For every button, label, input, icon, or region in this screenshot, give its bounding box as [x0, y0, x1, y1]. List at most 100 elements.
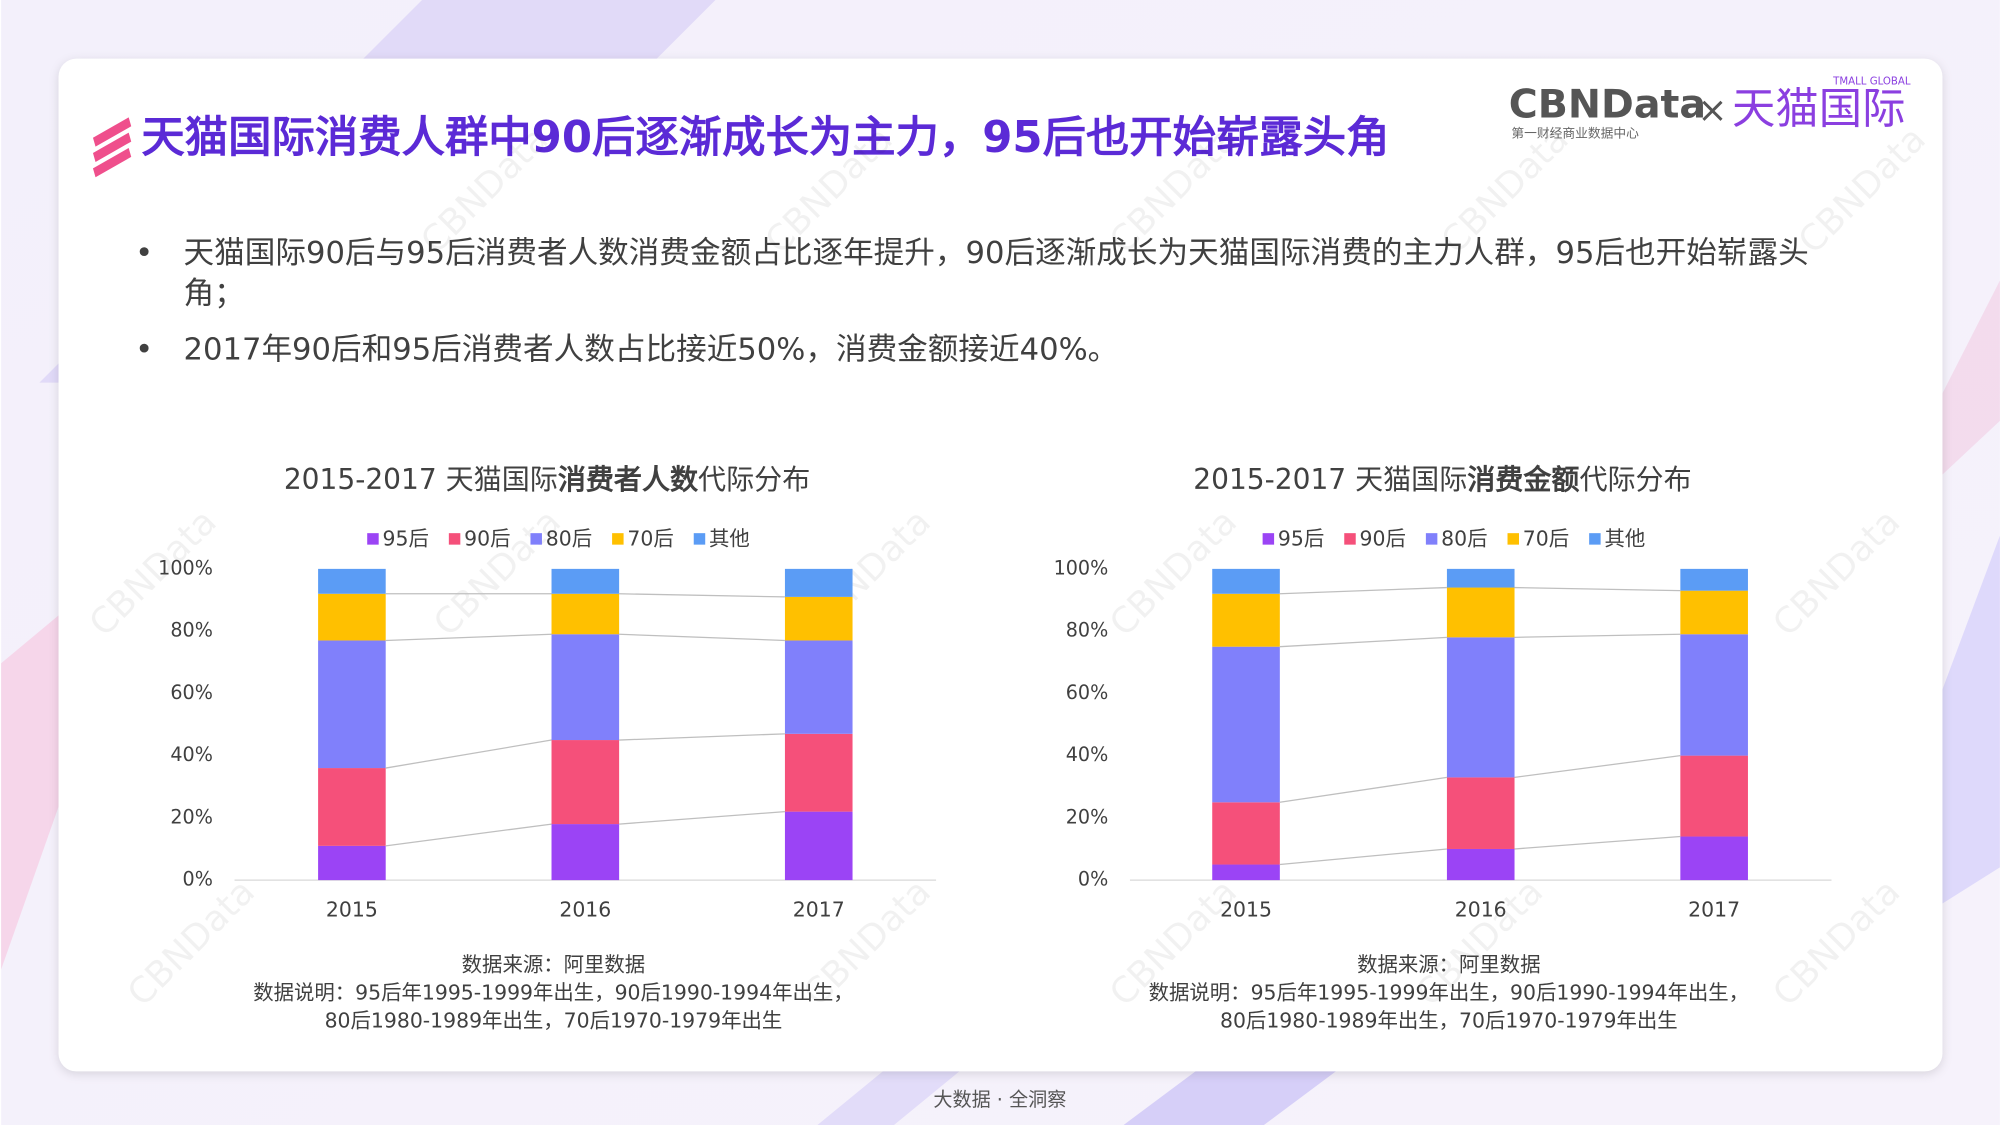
connector — [619, 593, 785, 598]
title-icon — [92, 117, 132, 178]
bar-segment — [1212, 802, 1280, 865]
bar-segment — [784, 811, 853, 881]
footer: 大数据 · 全洞察 — [933, 1088, 1066, 1111]
bullet-text: 2017年90后和95后消费者人数占比接近50%，消费金额接近40%。 — [183, 331, 1119, 368]
bar-segment — [551, 593, 620, 635]
connector — [385, 633, 552, 642]
legend-swatch — [612, 533, 624, 545]
bar-segment — [551, 740, 620, 825]
bullet-list: • 天猫国际90后与95后消费者人数消费金额占比逐年提升，90后逐渐成长为天猫国际… — [135, 232, 1870, 370]
legend-swatch — [693, 533, 706, 545]
connector — [619, 810, 785, 825]
chart-title-part: 2015-2017 天猫国际 — [284, 463, 558, 496]
legend-swatch — [530, 533, 542, 545]
y-tick-label: 20% — [170, 805, 213, 828]
legend-label: 80后 — [546, 527, 592, 551]
chart-note: 80后1980-1989年出生，70后1970-1979年出生 — [1220, 1009, 1678, 1033]
legend-label: 70后 — [627, 527, 673, 551]
chart-note: 数据来源：阿里数据 — [1357, 953, 1541, 977]
chart-title-part: 消费者人数 — [558, 463, 699, 496]
bar-segment — [1680, 590, 1748, 635]
y-tick-label: 100% — [1054, 556, 1109, 579]
legend-label: 95后 — [383, 527, 429, 551]
legend-label: 90后 — [464, 527, 510, 551]
bar-segment — [784, 733, 853, 812]
bar-segment — [318, 640, 386, 769]
bar-segment — [1680, 836, 1748, 881]
logo-brand-sub: 第一财经商业数据中心 — [1511, 126, 1639, 141]
connector — [1514, 586, 1681, 592]
legend-label: 90后 — [1360, 527, 1406, 551]
bar-segment — [318, 768, 386, 846]
bar-segment — [551, 634, 620, 741]
connector — [1514, 633, 1681, 638]
bar-segment — [551, 568, 620, 594]
page-title: 天猫国际消费人群中90后逐渐成长为主力，95后也开始崭露头角 — [141, 113, 1389, 163]
y-tick-label: 0% — [183, 868, 213, 891]
y-tick-label: 40% — [170, 743, 213, 766]
logo: CBNData 第一财经商业数据中心 × 天猫国际 TMALL GLOBAL — [1509, 77, 1911, 142]
legend-swatch — [1262, 533, 1275, 545]
legend-label: 其他 — [709, 527, 750, 551]
chart-title-part: 代际分布 — [1579, 463, 1691, 496]
bar-segment — [551, 824, 620, 881]
legend-swatch — [1507, 533, 1519, 545]
legend-swatch — [1589, 533, 1601, 545]
x-tick-label: 2016 — [1455, 898, 1507, 922]
logo-brand: CBNData — [1509, 82, 1706, 128]
x-tick-label: 2017 — [1688, 898, 1740, 922]
bar-segment — [1212, 568, 1280, 594]
bar-segment — [1446, 568, 1515, 588]
x-tick-label: 2016 — [559, 898, 611, 922]
y-tick-label: 80% — [1066, 619, 1109, 642]
logo-times: × — [1698, 90, 1728, 131]
chart-title: 2015-2017 天猫国际消费者人数代际分布 — [284, 463, 810, 496]
y-tick-label: 40% — [1066, 743, 1109, 766]
y-tick-label: 80% — [170, 619, 213, 642]
bar-segment — [1446, 848, 1515, 881]
legend-label: 80后 — [1441, 527, 1487, 551]
bar-segment — [784, 596, 853, 641]
y-tick-label: 100% — [158, 556, 213, 579]
chart-note: 数据说明：95后年1995-1999年出生，90后1990-1994年出生， — [1149, 981, 1749, 1005]
bar-segment — [1446, 587, 1515, 638]
bar-segment — [1212, 864, 1280, 881]
bar-segment — [318, 845, 386, 881]
connector — [619, 733, 785, 741]
chart-note: 数据来源：阿里数据 — [462, 953, 646, 977]
x-tick-label: 2015 — [1220, 898, 1272, 922]
chart-note: 数据说明：95后年1995-1999年出生，90后1990-1994年出生， — [253, 981, 853, 1005]
legend-swatch — [1344, 533, 1356, 545]
bullet-text: 天猫国际90后与95后消费者人数消费金额占比逐年提升，90后逐渐成长为天猫国际消… — [183, 234, 1809, 312]
connector — [385, 739, 552, 769]
legend-label: 95后 — [1278, 527, 1324, 551]
y-tick-label: 60% — [1066, 681, 1109, 704]
bar-segment — [1680, 568, 1748, 591]
bullets: • 天猫国际90后与95后消费者人数消费金额占比逐年提升，90后逐渐成长为天猫国际… — [135, 232, 1870, 370]
bar-segment — [784, 568, 853, 597]
bar-segment — [784, 640, 853, 734]
legend-swatch — [1425, 533, 1438, 545]
legend-swatch — [367, 533, 379, 545]
bar-segment — [1446, 637, 1515, 778]
connector — [1514, 754, 1681, 779]
y-tick-label: 60% — [170, 681, 213, 704]
connector — [385, 823, 552, 847]
bar-segment — [1680, 755, 1748, 837]
chart-title: 2015-2017 天猫国际消费金额代际分布 — [1193, 463, 1691, 496]
connector — [619, 633, 785, 642]
bullet: • 2017年90后和95后消费者人数占比接近50%，消费金额接近40%。 — [135, 329, 1870, 370]
connector — [1279, 776, 1448, 803]
bar-segment — [318, 593, 386, 641]
connector — [1279, 586, 1447, 595]
chart-title-part: 代际分布 — [698, 463, 810, 496]
legend-label: 70后 — [1523, 527, 1569, 551]
legend-label: 其他 — [1604, 527, 1645, 551]
y-tick-label: 0% — [1078, 868, 1108, 891]
connector — [1279, 636, 1447, 648]
bar-segment — [1680, 634, 1748, 756]
chart-note: 80后1980-1989年出生，70后1970-1979年出生 — [325, 1009, 783, 1033]
bullet: • 天猫国际90后与95后消费者人数消费金额占比逐年提升，90后逐渐成长为天猫国际… — [135, 232, 1870, 314]
